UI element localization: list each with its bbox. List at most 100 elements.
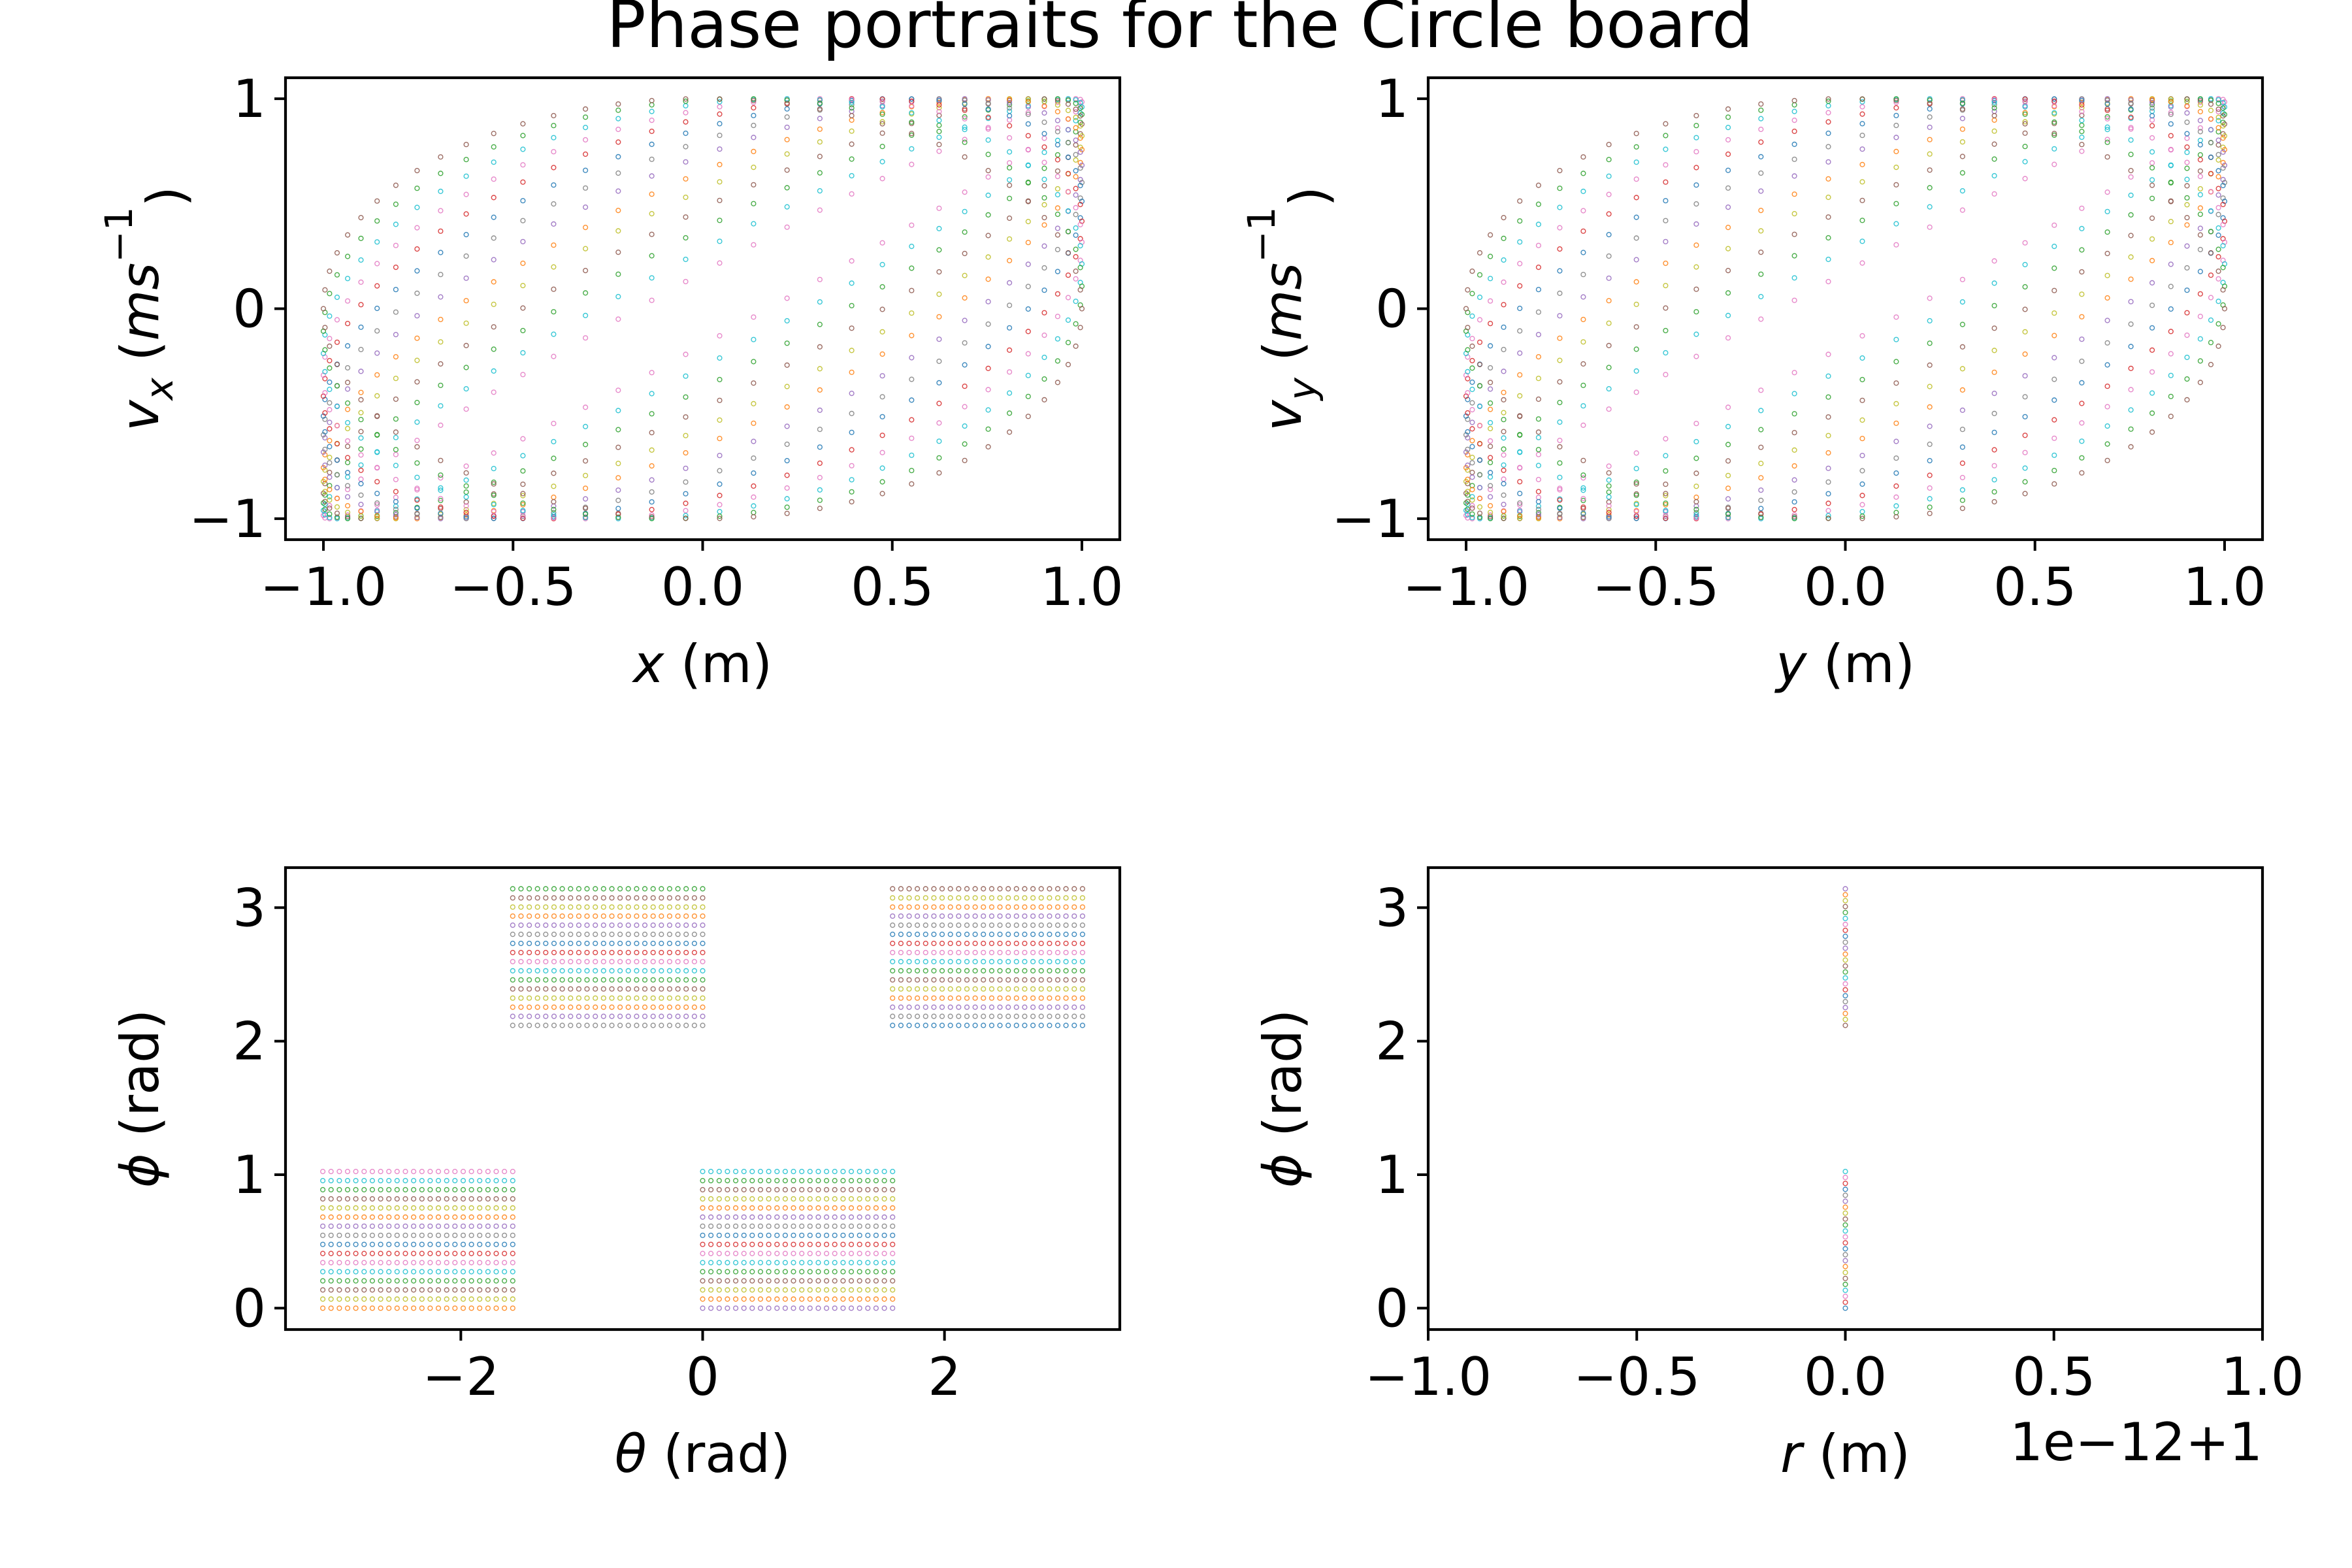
theta-phi-marker-1020 [609,931,615,938]
x-vx-marker-162 [551,309,557,315]
theta-phi-marker-1139 [600,886,606,892]
theta-phi-marker-1027 [666,931,673,938]
r-phi-marker-24 [1842,1022,1848,1028]
y-vy-marker-270 [2079,269,2085,275]
y-vy-marker-599 [1488,470,1494,476]
theta-phi-marker-715 [857,1186,862,1193]
theta-phi-marker-1459 [1047,913,1053,919]
x-vx-marker-339 [909,310,915,316]
x-vx-marker-480 [936,336,942,342]
theta-phi-marker-241 [328,1214,334,1220]
theta-phi-marker-716 [865,1186,871,1193]
x-vx-marker-306 [438,339,444,345]
x-vx-marker-867 [414,186,420,191]
x-vx-marker-741 [374,465,380,471]
theta-phi-marker-1399 [947,931,953,938]
theta-phi-marker-660 [799,1205,805,1211]
theta-phi-marker-1011 [534,931,540,938]
theta-phi-marker-829 [617,1004,623,1010]
y-vy-marker-806 [1465,368,1471,375]
theta-phi-marker-492 [799,1269,805,1275]
theta-phi-marker-384 [700,1305,706,1311]
x-vx-marker-384 [322,451,328,458]
y-vy-marker-494 [2197,129,2204,135]
y-vy-marker-507 [1859,133,1865,139]
theta-phi-marker-588 [799,1232,805,1238]
x-vx-marker-970 [936,470,942,476]
theta-phi-marker-739 [857,1177,862,1184]
x-vx-marker-776 [1025,162,1031,168]
theta-phi-marker-46 [501,1296,508,1302]
theta-phi-marker-600 [700,1223,706,1229]
y-vy-marker-295 [1927,151,1933,157]
y-vy-marker-687 [1991,447,1997,453]
x-vx-marker-310 [358,410,364,416]
theta-phi-marker-53 [361,1287,367,1293]
x-vx-marker-809 [344,419,351,426]
theta-phi-marker-609 [774,1223,780,1229]
y-vy-marker-227 [1859,197,1865,203]
y-vy-marker-488 [2215,192,2221,198]
y-vy-marker-558 [2215,212,2221,218]
x-vx-marker-123 [717,355,723,361]
y-vy-marker-713 [1991,97,1997,103]
y-vy-marker-24 [1633,389,1639,395]
theta-phi-marker-1314 [1038,968,1044,974]
theta-phi-marker-652 [732,1205,739,1211]
theta-phi-marker-14 [435,1305,442,1311]
theta-phi-marker-1422 [939,922,945,928]
theta-phi-marker-80 [386,1278,392,1284]
x-vx-marker-825 [784,496,790,502]
y-vy-marker-899 [2051,468,2057,474]
theta-phi-marker-1505 [1030,895,1036,901]
x-vx-marker-897 [849,489,855,495]
theta-phi-marker-1108 [543,895,549,901]
theta-phi-marker-374 [435,1168,442,1175]
theta-phi-marker-256 [452,1214,458,1220]
y-vy-marker-220 [2079,112,2085,118]
x-vx-marker-119 [582,423,589,430]
theta-phi-marker-1032 [510,922,515,928]
theta-phi-marker-548 [865,1250,871,1256]
y-vy-marker-140 [2221,112,2228,118]
x-vx-marker-413 [1006,257,1013,264]
theta-phi-marker-990 [559,940,565,947]
theta-phi-marker-354 [468,1177,474,1184]
theta-phi-marker-633 [774,1214,780,1220]
y-vy-marker-615 [1927,457,1933,464]
theta-phi-marker-1256 [956,986,962,992]
y-vy-marker-593 [1469,379,1475,385]
theta-phi-marker-324 [419,1186,425,1193]
y-vy-marker-426 [2168,104,2174,110]
theta-phi-marker-245 [361,1214,367,1220]
y-vy-marker-115 [1606,477,1612,483]
theta-phi-marker-210 [468,1232,474,1238]
theta-phi-marker-1500 [988,895,995,901]
theta-phi-marker-1392 [890,931,896,938]
y-vy-marker-415 [2184,222,2190,228]
theta-phi-marker-475 [857,1278,862,1284]
y-vy-marker-381 [1488,406,1494,412]
x-vx-marker-82 [879,159,885,165]
r-phi-marker-2 [1842,1293,1848,1299]
x-vx-marker-789 [649,108,655,114]
theta-phi-marker-190 [501,1241,508,1247]
x-vx-marker-544 [751,455,757,461]
r-phi-marker-46 [1842,892,1848,898]
y-vy-marker-603 [1557,505,1563,512]
theta-phi-marker-1066 [593,913,598,919]
theta-phi-marker-947 [600,958,606,965]
x-vx-marker-706 [1025,146,1031,152]
theta-phi-marker-216 [320,1223,326,1229]
y-vy-marker-952 [1535,429,1542,435]
theta-phi-marker-197 [361,1232,367,1238]
theta-phi-marker-1378 [972,940,978,947]
y-vy-marker-613 [1859,481,1865,487]
y-vy-marker-954 [1580,457,1586,463]
theta-phi-marker-1209 [964,1004,970,1010]
theta-phi-marker-1137 [584,886,590,892]
theta-phi-marker-326 [435,1186,442,1193]
theta-phi-marker-1426 [972,922,978,928]
x-vx-marker-290 [936,105,942,111]
theta-phi-marker-672 [700,1196,706,1202]
